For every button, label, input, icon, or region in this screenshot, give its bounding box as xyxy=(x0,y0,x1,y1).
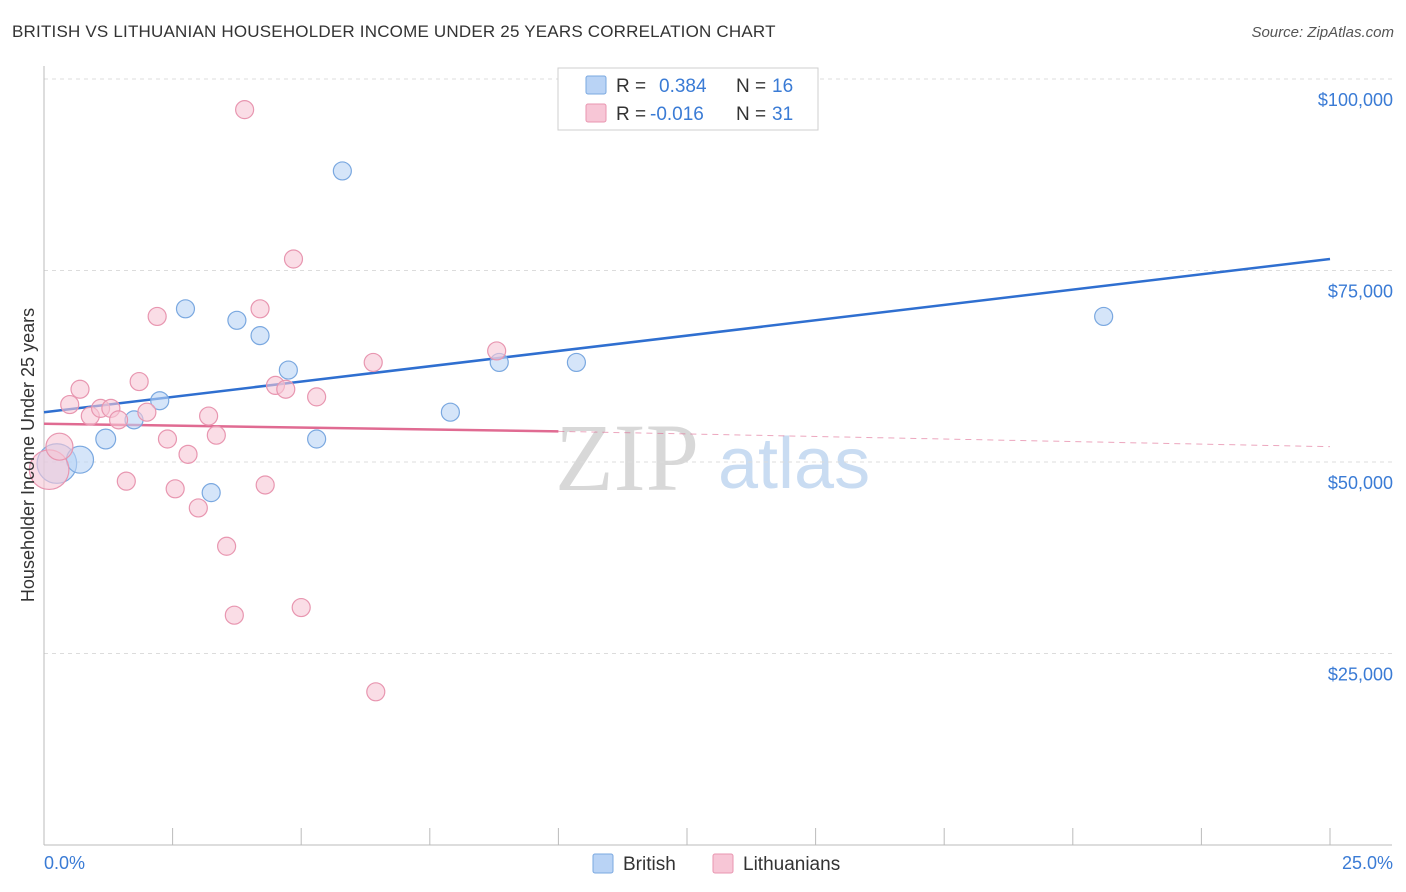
british-point xyxy=(566,352,587,373)
x-tick-label-min: 0.0% xyxy=(44,853,85,873)
legend-lith-swatch xyxy=(585,103,607,123)
x-tick-label-max: 25.0% xyxy=(1342,853,1393,873)
lithuanian-point xyxy=(235,100,255,120)
lithuanian-point xyxy=(108,410,129,430)
y-tick-label: $75,000 xyxy=(1328,282,1393,302)
lithuanian-point xyxy=(45,432,74,461)
legend-british-r-value: 0.384 xyxy=(659,76,707,97)
legend-stats: R = 0.384 N = 16 R = -0.016 N = 31 xyxy=(557,67,819,131)
british-point xyxy=(440,402,460,422)
legend-british-n-value: 16 xyxy=(772,76,793,97)
british-point xyxy=(250,326,270,346)
legend-lith-label: Lithuanians xyxy=(743,854,840,875)
y-axis-title: Householder Income Under 25 years xyxy=(18,308,38,602)
lithuanian-point xyxy=(487,341,507,361)
british-point xyxy=(150,391,170,411)
lithuanian-trend-extension xyxy=(558,430,1331,448)
lithuanian-point xyxy=(116,471,136,491)
legend-british-r-label: R = xyxy=(616,76,646,97)
british-point xyxy=(175,299,196,319)
legend-series: British Lithuanians xyxy=(592,853,840,875)
lithuanian-point xyxy=(157,429,178,449)
legend-british-n-label: N = xyxy=(736,76,766,97)
lithuanian-point xyxy=(224,605,244,625)
y-tick-label: $100,000 xyxy=(1318,90,1393,110)
british-trend-line xyxy=(43,257,1331,414)
legend-lith-r-label: R = xyxy=(616,104,646,125)
data-points xyxy=(28,100,1114,702)
y-tick-label: $50,000 xyxy=(1328,473,1393,493)
lithuanian-point xyxy=(366,682,386,702)
british-point xyxy=(201,483,221,503)
chart-title: BRITISH VS LITHUANIAN HOUSEHOLDER INCOME… xyxy=(12,22,776,41)
british-point xyxy=(332,161,352,181)
lithuanian-point xyxy=(363,352,383,373)
watermark-zip: ZIP xyxy=(555,404,699,511)
lithuanian-point xyxy=(147,306,167,327)
lithuanian-point xyxy=(217,536,237,556)
lithuanian-point xyxy=(165,479,185,499)
lithuanian-point xyxy=(188,498,208,518)
lithuanian-point xyxy=(60,394,80,415)
lithuanian-point xyxy=(283,249,304,269)
british-point xyxy=(227,310,247,330)
british-point xyxy=(307,429,327,449)
lithuanian-point xyxy=(255,475,275,495)
lithuanian-point xyxy=(178,444,198,464)
british-point xyxy=(1094,306,1114,327)
lithuanian-point xyxy=(199,406,219,426)
legend-lith-n-value: 31 xyxy=(772,104,793,125)
y-tick-label: $25,000 xyxy=(1328,665,1393,685)
lithuanian-point xyxy=(129,371,149,392)
lithuanian-point xyxy=(307,387,327,407)
lithuanian-point xyxy=(206,425,226,445)
legend-british-label: British xyxy=(623,854,676,875)
grid-lines xyxy=(44,78,1392,654)
british-point xyxy=(278,360,298,380)
legend-lith-r-value: -0.016 xyxy=(650,104,704,125)
british-point xyxy=(95,428,117,450)
lithuanian-point xyxy=(276,379,296,399)
lithuanian-point xyxy=(137,402,157,422)
source-label: Source: ZipAtlas.com xyxy=(1251,24,1394,41)
lithuanian-point xyxy=(291,597,311,618)
lithuanian-point xyxy=(70,379,90,399)
legend-british-marker xyxy=(592,853,614,874)
lithuanian-point xyxy=(250,299,270,319)
legend-lith-n-label: N = xyxy=(736,104,766,125)
legend-lith-marker xyxy=(712,853,734,874)
legend-british-swatch xyxy=(585,75,607,95)
